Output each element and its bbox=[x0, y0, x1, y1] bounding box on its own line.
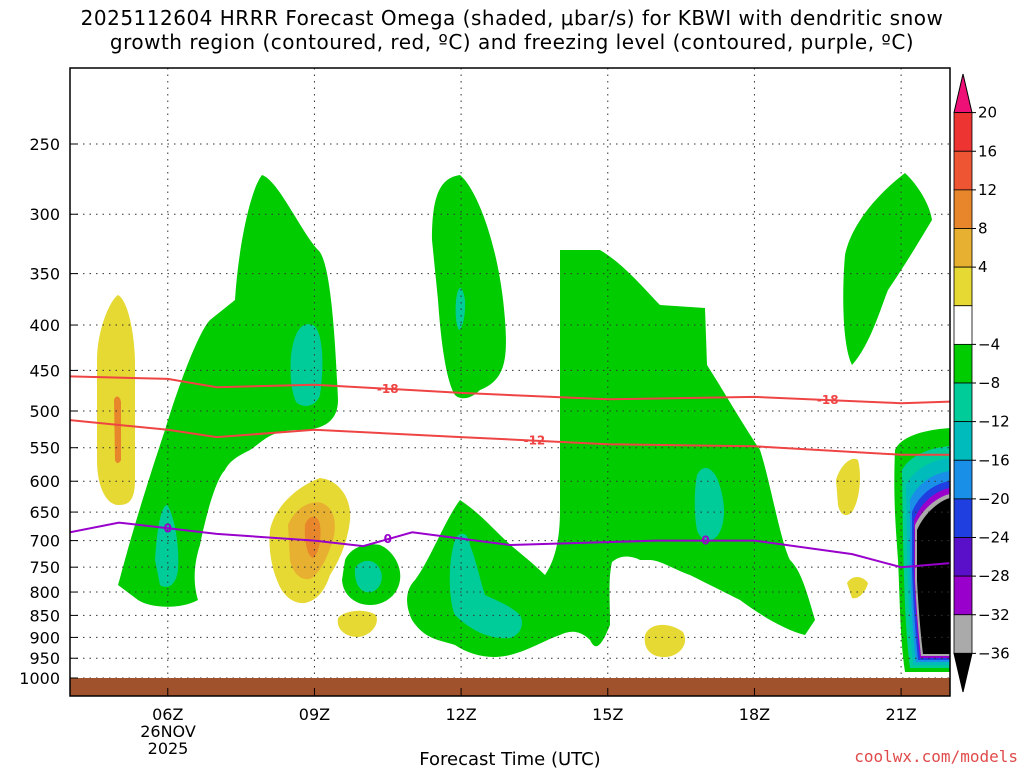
colorbar-swatch bbox=[953, 343, 973, 384]
x-axis-label: Forecast Time (UTC) bbox=[419, 749, 600, 768]
y-tick-label: 650 bbox=[29, 503, 60, 522]
colorbar: 20 16 12 8 4 −4 −8 −12 −16 −20 −24 −28 −32 −36 bbox=[953, 73, 1010, 693]
omega-region-negative bbox=[354, 560, 382, 593]
x-tick-label: 18Z bbox=[739, 705, 770, 724]
contour-label: 0 bbox=[384, 532, 392, 546]
colorbar-label: −36 bbox=[978, 644, 1010, 662]
colorbar-label: 20 bbox=[978, 104, 997, 122]
colorbar-swatch bbox=[953, 228, 973, 268]
y-tick-label: 700 bbox=[29, 532, 60, 551]
x-tick-label: 06Z bbox=[152, 705, 183, 724]
colorbar-label: −12 bbox=[978, 413, 1010, 431]
omega-region-positive-core bbox=[304, 516, 321, 558]
colorbar-swatch bbox=[953, 189, 973, 229]
colorbar-swatch bbox=[953, 459, 973, 500]
colorbar-swatch bbox=[953, 305, 973, 345]
colorbar-swatch bbox=[953, 266, 973, 307]
colorbar-cap-top bbox=[953, 73, 973, 114]
colorbar-label: 8 bbox=[978, 220, 988, 238]
y-tick-label: 1000 bbox=[19, 669, 60, 688]
y-tick-label: 300 bbox=[29, 205, 60, 224]
ground-layer bbox=[70, 678, 950, 696]
y-axis: 250 300 350 400 450 500 550 600 650 700 750 800 850 9… bbox=[19, 135, 78, 688]
colorbar-label: −16 bbox=[978, 451, 1010, 469]
y-tick-label: 600 bbox=[29, 472, 60, 491]
y-tick-label: 450 bbox=[29, 361, 60, 380]
date-label-line1: 26NOV bbox=[140, 722, 196, 741]
colorbar-swatch bbox=[953, 150, 973, 191]
colorbar-label: −4 bbox=[978, 335, 1000, 353]
colorbar-swatch bbox=[953, 112, 973, 152]
gridlines bbox=[70, 68, 950, 696]
x-axis: 06Z 09Z 12Z 15Z 18Z 21Z bbox=[152, 688, 917, 724]
freezing-level-contour bbox=[70, 521, 950, 569]
omega-region-negative-core bbox=[917, 498, 950, 654]
colorbar-label: −28 bbox=[978, 567, 1010, 585]
colorbar-label: −20 bbox=[978, 490, 1010, 508]
chart-title: 2025112604 HRRR Forecast Omega (shaded, … bbox=[80, 6, 944, 54]
contour-label: -12 bbox=[524, 434, 546, 448]
credit-label: coolwx.com/models bbox=[854, 747, 1018, 766]
y-tick-label: 250 bbox=[29, 135, 60, 154]
dendritic-contour bbox=[70, 375, 950, 405]
contour-lines: -18 -18 -12 0 0 0 bbox=[70, 375, 950, 569]
colorbar-label: −32 bbox=[978, 606, 1010, 624]
colorbar-swatch bbox=[953, 421, 973, 461]
colorbar-swatch bbox=[953, 382, 973, 423]
omega-region-negative bbox=[155, 505, 179, 587]
dendritic-contour bbox=[70, 419, 950, 456]
y-tick-label: 800 bbox=[29, 583, 60, 602]
omega-region-negative bbox=[455, 287, 466, 330]
colorbar-label: −24 bbox=[978, 529, 1010, 547]
plot-border bbox=[69, 67, 951, 697]
y-tick-label: 950 bbox=[29, 649, 60, 668]
date-label-line2: 2025 bbox=[148, 739, 189, 758]
omega-region-negative bbox=[694, 467, 725, 541]
colorbar-swatch bbox=[953, 498, 973, 538]
colorbar-swatch bbox=[953, 614, 973, 654]
contour-label: 0 bbox=[701, 534, 709, 548]
contour-label: 0 bbox=[164, 521, 172, 535]
y-tick-label: 750 bbox=[29, 558, 60, 577]
colorbar-swatch bbox=[953, 537, 973, 577]
omega-region-negative bbox=[118, 175, 338, 607]
omega-region-negative bbox=[843, 173, 932, 365]
x-tick-label: 09Z bbox=[299, 705, 330, 724]
omega-region-positive-core bbox=[114, 396, 121, 463]
colorbar-label: 12 bbox=[978, 181, 997, 199]
contour-label: -18 bbox=[377, 382, 399, 396]
omega-region-negative bbox=[449, 533, 522, 639]
y-tick-label: 400 bbox=[29, 316, 60, 335]
y-tick-label: 900 bbox=[29, 628, 60, 647]
colorbar-label: −8 bbox=[978, 374, 1000, 392]
omega-region-positive bbox=[847, 577, 868, 599]
omega-region-positive bbox=[836, 458, 860, 516]
omega-region-positive bbox=[644, 624, 686, 658]
colorbar-label: 16 bbox=[978, 142, 997, 160]
omega-region-negative bbox=[407, 250, 815, 657]
x-tick-label: 12Z bbox=[445, 705, 476, 724]
omega-region-negative bbox=[432, 175, 506, 399]
contour-label: -18 bbox=[817, 393, 839, 407]
x-tick-label: 15Z bbox=[592, 705, 623, 724]
y-tick-label: 350 bbox=[29, 265, 60, 284]
colorbar-label: 4 bbox=[978, 258, 988, 276]
x-tick-label: 21Z bbox=[885, 705, 916, 724]
y-tick-label: 550 bbox=[29, 439, 60, 458]
colorbar-swatch bbox=[953, 575, 973, 616]
colorbar-cap-bottom bbox=[953, 652, 973, 693]
omega-region-positive bbox=[337, 610, 377, 637]
y-tick-label: 500 bbox=[29, 402, 60, 421]
y-tick-label: 850 bbox=[29, 606, 60, 625]
